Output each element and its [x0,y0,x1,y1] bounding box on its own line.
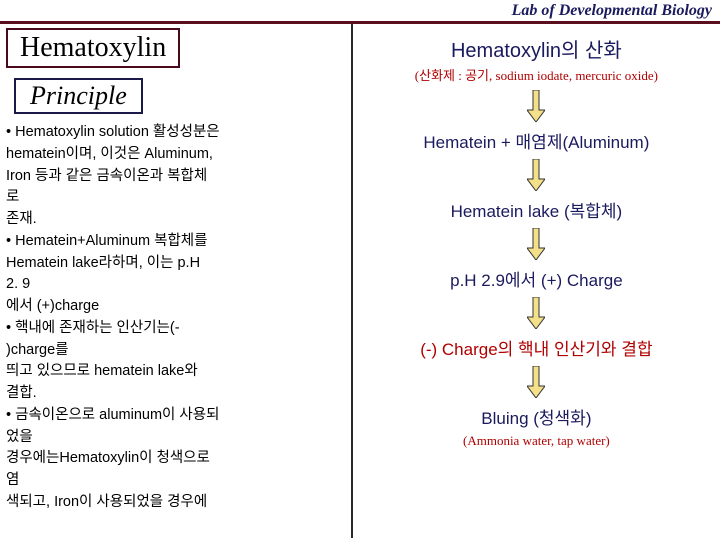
topic-title-box: Hematoxylin [6,28,180,68]
principle-box: Principle [14,78,143,114]
principle-body: • Hematoxylin solution 활성성분은 hematein이며,… [6,122,345,514]
flow-step: Hematein lake (복합체) [359,197,714,222]
down-arrow-icon [527,228,545,260]
flow-footer: (Ammonia water, tap water) [359,433,714,449]
flow-container: Hematein + 매염제(Aluminum) Hematein lake (복… [359,90,714,429]
flow-step: p.H 2.9에서 (+) Charge [359,266,714,291]
down-arrow-icon [527,159,545,191]
flow-step: Hematein + 매염제(Aluminum) [359,128,714,153]
right-col: Hematoxylin의 산화 (산화제 : 공기, sodium iodate… [353,24,720,538]
down-arrow-icon [527,366,545,398]
flow-subtitle: (산화제 : 공기, sodium iodate, mercuric oxide… [359,65,714,84]
left-col: Hematoxylin Principle • Hematoxylin solu… [0,24,353,538]
topic-title: Hematoxylin [20,32,166,63]
flow-title: Hematoxylin의 산화 [359,34,714,63]
down-arrow-icon [527,297,545,329]
principle-label: Principle [30,81,127,110]
lab-header: Lab of Developmental Biology [0,0,720,24]
down-arrow-icon [527,90,545,122]
flow-step: Bluing (청색화) [359,404,714,429]
lab-header-text: Lab of Developmental Biology [512,2,712,19]
flow-step: (-) Charge의 핵내 인산기와 결합 [359,335,714,360]
main-area: Hematoxylin Principle • Hematoxylin solu… [0,24,720,538]
